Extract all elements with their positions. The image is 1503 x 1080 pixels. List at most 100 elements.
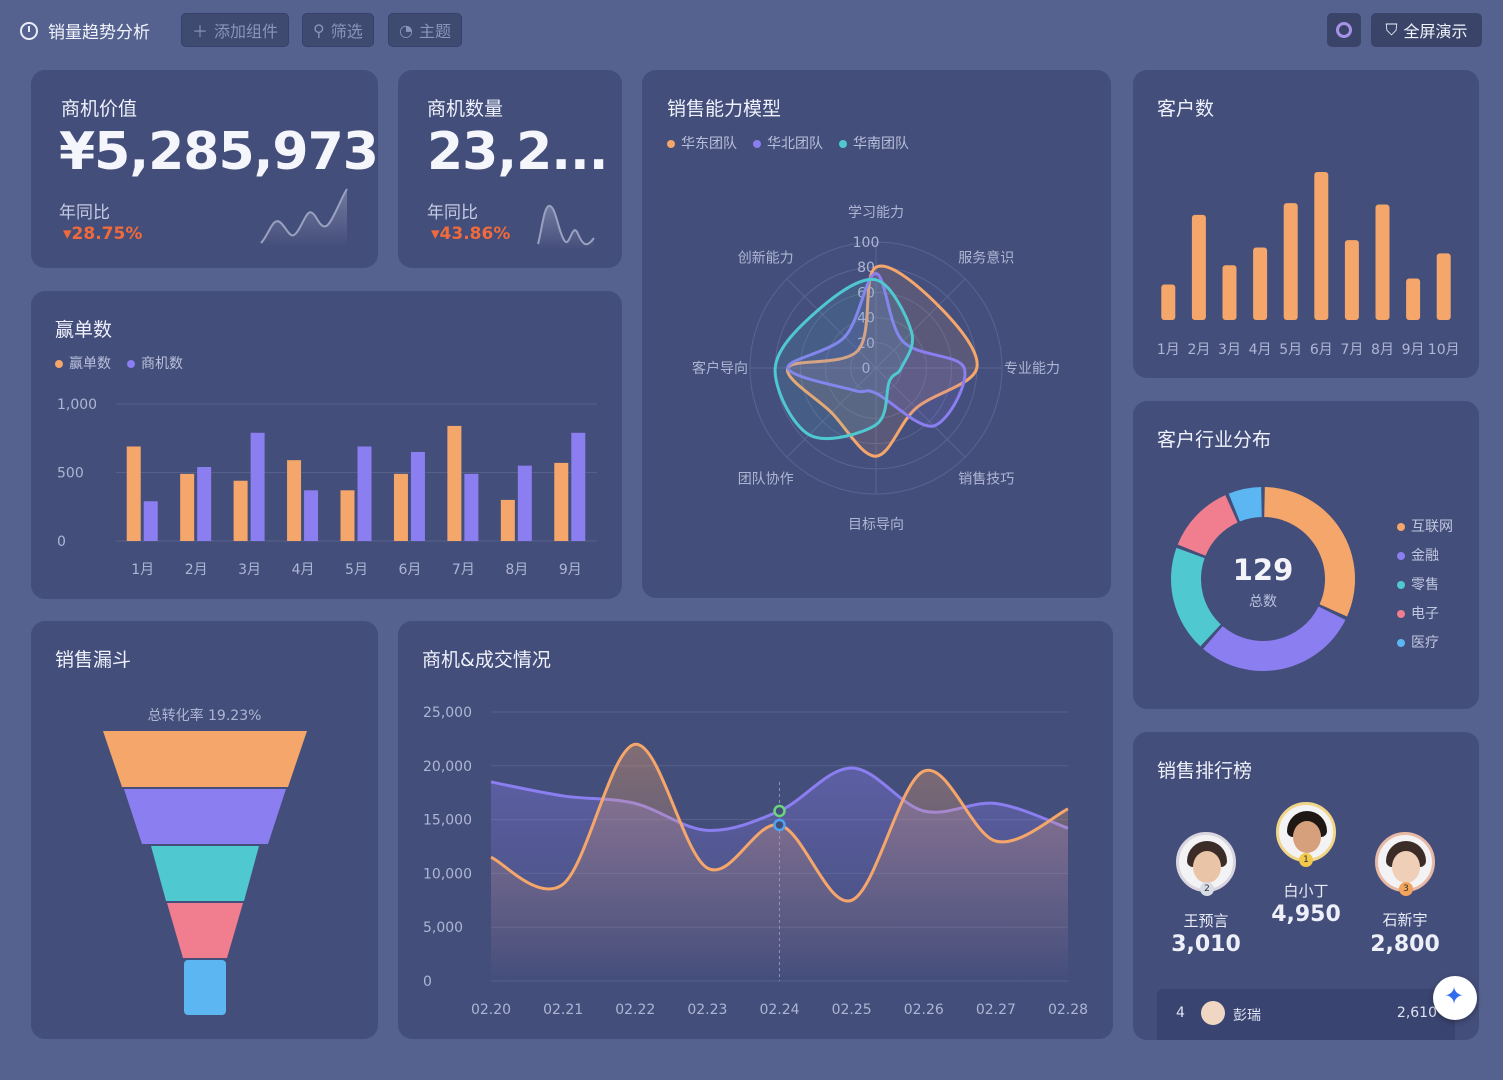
x-tick-label: 02.27 <box>976 1002 1016 1018</box>
legend-dot <box>1397 552 1405 560</box>
wins-bar-chart: 1,000 500 0 1月 2月 3月 4月 5月 6月 7月 8月 9月 <box>57 397 597 578</box>
x-tick-label: 7月 <box>1340 342 1363 358</box>
legend-item[interactable]: 互联网 <box>1397 513 1453 542</box>
rank-value: 4,950 <box>1271 902 1341 927</box>
legend-item[interactable]: 金融 <box>1397 542 1453 571</box>
kpi-card-opportunity-count: 商机数量 23,2... 年同比 ▾43.86% <box>398 70 622 268</box>
ai-assistant-button[interactable]: ✦ <box>1433 976 1477 1020</box>
legend-item[interactable]: 华东团队 <box>667 133 737 153</box>
radar-indicator-label: 销售技巧 <box>958 471 1014 487</box>
radar-series <box>773 277 915 440</box>
funnel-chart <box>103 731 307 1015</box>
kpi-delta: ▾28.75% <box>63 224 142 244</box>
legend-label: 医疗 <box>1411 635 1439 651</box>
bar <box>1191 214 1206 320</box>
area-fill <box>491 744 1068 981</box>
top-bar: 销量趋势分析 ＋ 添加组件 ⚲ 筛选 ◔ 主题 ⛉ 全屏演示 <box>0 0 1503 60</box>
x-tick-label: 9月 <box>559 562 582 578</box>
card-title: 赢单数 <box>55 319 113 341</box>
bar <box>571 432 586 541</box>
bar <box>1344 240 1359 320</box>
wins-legend: 赢单数 商机数 <box>55 353 183 373</box>
kpi-sparkline <box>537 205 595 250</box>
bar <box>197 467 212 541</box>
avatar-rank-1[interactable] <box>1276 802 1336 862</box>
legend-item[interactable]: 华南团队 <box>839 133 909 153</box>
kpi-sub: 年同比 <box>427 203 478 223</box>
customers-bar-chart: 1月 2月 3月 4月 5月 6月 7月 8月 9月 10月 <box>1157 172 1460 358</box>
bar <box>500 499 515 541</box>
legend-label: 金融 <box>1411 548 1439 564</box>
legend-item[interactable]: 零售 <box>1397 571 1453 600</box>
filter-button[interactable]: ⚲ 筛选 <box>302 13 374 47</box>
hover-point <box>773 818 786 832</box>
avatar-rank-2[interactable] <box>1176 832 1236 892</box>
filter-icon: ⚲ <box>313 20 325 40</box>
bar <box>357 446 372 541</box>
card-title: 客户数 <box>1157 98 1215 120</box>
kpi-title: 商机价值 <box>61 98 138 120</box>
funnel-stage-4 <box>167 903 243 958</box>
bar <box>1314 172 1329 320</box>
kpi-value: ¥5,285,973 <box>59 122 379 182</box>
bar <box>143 501 158 541</box>
radar-indicator-label: 学习能力 <box>848 205 904 221</box>
legend-dot <box>1397 639 1405 647</box>
color-scheme-button[interactable] <box>1327 13 1361 47</box>
legend-item[interactable]: 医疗 <box>1397 629 1453 658</box>
hover-point <box>773 804 786 818</box>
avatar-face <box>1193 851 1221 883</box>
card-title: 销售能力模型 <box>667 98 782 120</box>
rank-value: 3,010 <box>1171 932 1241 957</box>
x-tick-label: 02.24 <box>759 1002 799 1018</box>
theme-button[interactable]: ◔ 主题 <box>388 13 462 47</box>
donut-slice <box>1264 487 1355 617</box>
x-tick-label: 9月 <box>1402 342 1425 358</box>
legend-item[interactable]: 电子 <box>1397 600 1453 629</box>
rank-badge: 2 <box>1200 882 1214 896</box>
legend-label: 商机数 <box>141 356 183 372</box>
funnel-stage-3 <box>151 846 259 901</box>
radar-series <box>786 264 979 458</box>
donut-total: 129 <box>1232 553 1294 587</box>
card-title: 客户行业分布 <box>1157 429 1272 451</box>
radar-spoke <box>875 278 966 369</box>
app-title-text: 销量趋势分析 <box>48 23 150 43</box>
legend-item[interactable]: 商机数 <box>127 353 183 373</box>
bar <box>250 432 265 541</box>
avatar-face <box>1392 851 1420 883</box>
bar <box>410 451 425 541</box>
card-title: 销售排行榜 <box>1157 760 1253 782</box>
legend-label: 华南团队 <box>853 136 909 152</box>
radar-indicator-label: 客户导向 <box>692 360 748 377</box>
bar <box>1283 203 1298 320</box>
y-tick-label: 0 <box>57 534 66 550</box>
ranking-row[interactable]: 4 彭瑞 2,610 <box>1157 989 1455 1040</box>
kpi-card-opportunity-value: 商机价值 ¥5,285,973 年同比 ▾28.75% <box>31 70 379 268</box>
add-widget-button[interactable]: ＋ 添加组件 <box>181 13 290 47</box>
fullscreen-button[interactable]: ⛉ 全屏演示 <box>1371 13 1482 47</box>
customers-card: 客户数 1月 2月 3月 4月 5月 6月 7月 8月 9月 10月 <box>1133 70 1479 378</box>
legend-item[interactable]: 华北团队 <box>753 133 823 153</box>
x-tick-label: 6月 <box>398 562 421 578</box>
x-tick-label: 4月 <box>1249 342 1272 358</box>
bar <box>393 473 408 541</box>
card-title: 商机&成交情况 <box>422 649 551 671</box>
x-tick-label: 02.28 <box>1048 1002 1088 1018</box>
bar <box>180 473 195 541</box>
legend-label: 互联网 <box>1411 519 1453 535</box>
funnel-stage-5 <box>184 960 226 1015</box>
radar-indicator-label: 服务意识 <box>958 250 1014 267</box>
legend-item[interactable]: 赢单数 <box>55 353 111 373</box>
donut-total-label: 总数 <box>1249 594 1277 610</box>
bar <box>287 460 302 541</box>
rank-badge: 3 <box>1399 882 1413 896</box>
fullscreen-label: 全屏演示 <box>1403 22 1468 41</box>
ranking-row-name: 彭瑞 <box>1233 1008 1261 1024</box>
down-arrow-icon: ▾ <box>431 224 440 244</box>
down-arrow-icon: ▾ <box>63 224 72 244</box>
radar-spoke <box>875 367 966 458</box>
app-title: 销量趋势分析 <box>20 18 150 43</box>
ranking-row-rank: 4 <box>1176 1005 1185 1021</box>
kpi-title: 商机数量 <box>427 98 504 120</box>
